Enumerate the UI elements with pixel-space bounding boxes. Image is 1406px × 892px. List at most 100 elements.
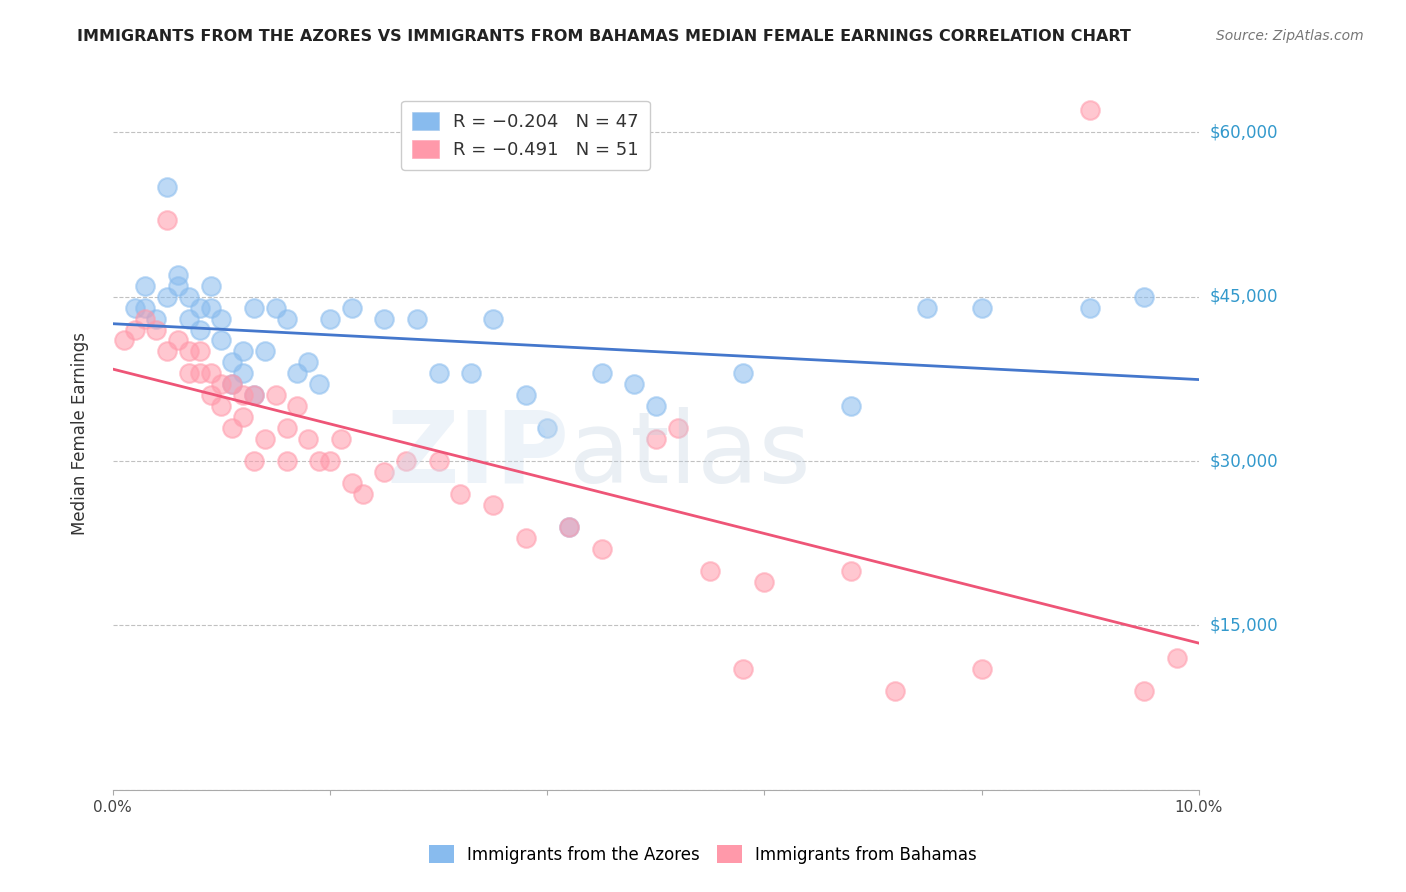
Text: $30,000: $30,000 [1211,452,1278,470]
Point [209,399,232,413]
Point [124,322,146,336]
Point [839,399,862,413]
Point [297,355,319,369]
Point [536,421,558,435]
Point [209,334,232,348]
Point [134,301,156,315]
Point [308,454,330,468]
Point [156,290,179,304]
Point [232,388,254,402]
Point [699,564,721,578]
Point [883,684,905,698]
Point [167,268,190,282]
Point [177,344,200,359]
Point [209,377,232,392]
Point [319,454,342,468]
Point [1078,301,1101,315]
Point [188,344,211,359]
Legend: Immigrants from the Azores, Immigrants from Bahamas: Immigrants from the Azores, Immigrants f… [422,838,984,871]
Point [352,487,374,501]
Point [243,454,266,468]
Point [253,432,276,446]
Point [373,311,395,326]
Point [970,662,993,676]
Point [264,301,287,315]
Point [177,367,200,381]
Point [449,487,471,501]
Point [264,388,287,402]
Point [156,180,179,194]
Legend: R = −0.204   N = 47, R = −0.491   N = 51: R = −0.204 N = 47, R = −0.491 N = 51 [401,101,650,170]
Point [340,475,363,490]
Point [308,377,330,392]
Point [319,311,342,326]
Point [124,301,146,315]
Point [243,388,266,402]
Point [731,662,754,676]
Point [156,344,179,359]
Point [276,421,298,435]
Point [591,367,613,381]
Point [329,432,352,446]
Y-axis label: Median Female Earnings: Median Female Earnings [72,332,89,535]
Point [243,301,266,315]
Point [200,388,222,402]
Point [221,377,243,392]
Point [188,367,211,381]
Point [754,574,776,589]
Text: Source: ZipAtlas.com: Source: ZipAtlas.com [1216,29,1364,43]
Point [591,541,613,556]
Point [666,421,689,435]
Point [287,367,309,381]
Point [209,311,232,326]
Point [156,213,179,227]
Point [644,432,666,446]
Text: $15,000: $15,000 [1211,616,1278,634]
Text: $60,000: $60,000 [1211,123,1278,141]
Point [200,278,222,293]
Point [482,311,505,326]
Point [970,301,993,315]
Point [287,399,309,413]
Point [297,432,319,446]
Point [558,520,581,534]
Point [460,367,482,381]
Point [200,367,222,381]
Point [276,454,298,468]
Point [177,311,200,326]
Point [515,388,537,402]
Point [253,344,276,359]
Point [1133,684,1156,698]
Point [145,311,167,326]
Point [644,399,666,413]
Point [177,290,200,304]
Point [134,311,156,326]
Text: atlas: atlas [569,407,811,503]
Point [134,278,156,293]
Point [188,322,211,336]
Point [221,421,243,435]
Point [1166,651,1188,665]
Point [167,278,190,293]
Point [167,334,190,348]
Point [406,311,429,326]
Point [395,454,418,468]
Point [188,301,211,315]
Point [340,301,363,315]
Point [558,520,581,534]
Point [917,301,939,315]
Point [427,454,450,468]
Point [839,564,862,578]
Point [221,377,243,392]
Point [243,388,266,402]
Point [373,465,395,479]
Point [427,367,450,381]
Text: $45,000: $45,000 [1211,287,1278,306]
Point [482,498,505,512]
Point [623,377,645,392]
Point [232,367,254,381]
Point [515,531,537,545]
Point [731,367,754,381]
Point [145,322,167,336]
Text: IMMIGRANTS FROM THE AZORES VS IMMIGRANTS FROM BAHAMAS MEDIAN FEMALE EARNINGS COR: IMMIGRANTS FROM THE AZORES VS IMMIGRANTS… [77,29,1132,44]
